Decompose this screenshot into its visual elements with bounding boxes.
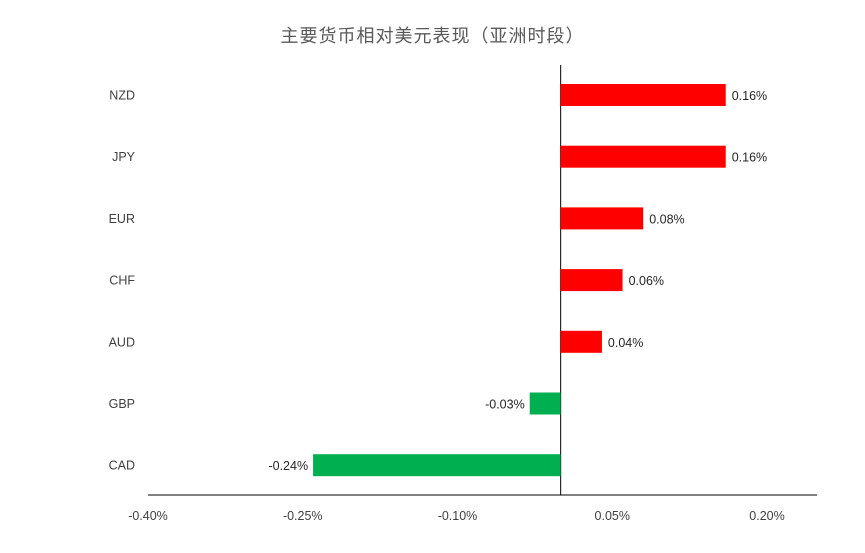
category-label: EUR: [109, 212, 135, 226]
category-label: NZD: [109, 89, 135, 103]
bar-aud: [560, 330, 602, 353]
x-tick-label: -0.40%: [128, 509, 168, 523]
x-tick-label: 0.20%: [749, 509, 784, 523]
data-label: 0.06%: [629, 274, 664, 288]
data-label: -0.24%: [268, 459, 308, 473]
bar-nzd: [560, 84, 726, 106]
category-label: CHF: [109, 274, 135, 288]
category-label: JPY: [112, 150, 136, 164]
x-tick-label: -0.25%: [283, 509, 323, 523]
bar-chf: [560, 269, 623, 292]
x-tick-label: 0.05%: [595, 509, 630, 523]
chart-title: 主要货币相对美元表现（亚洲时段）: [280, 26, 585, 47]
data-label: 0.04%: [608, 336, 643, 350]
category-label: GBP: [109, 397, 135, 411]
bar-gbp: [529, 392, 561, 415]
data-label: 0.16%: [732, 151, 767, 165]
data-label: 0.16%: [732, 89, 767, 103]
category-label: AUD: [109, 335, 135, 349]
data-label: -0.03%: [485, 398, 525, 412]
bar-eur: [560, 207, 644, 230]
data-label: 0.08%: [649, 212, 684, 226]
bar-cad: [313, 454, 561, 477]
category-label: CAD: [109, 459, 135, 473]
bar-jpy: [560, 145, 726, 168]
x-tick-label: -0.10%: [438, 509, 478, 523]
